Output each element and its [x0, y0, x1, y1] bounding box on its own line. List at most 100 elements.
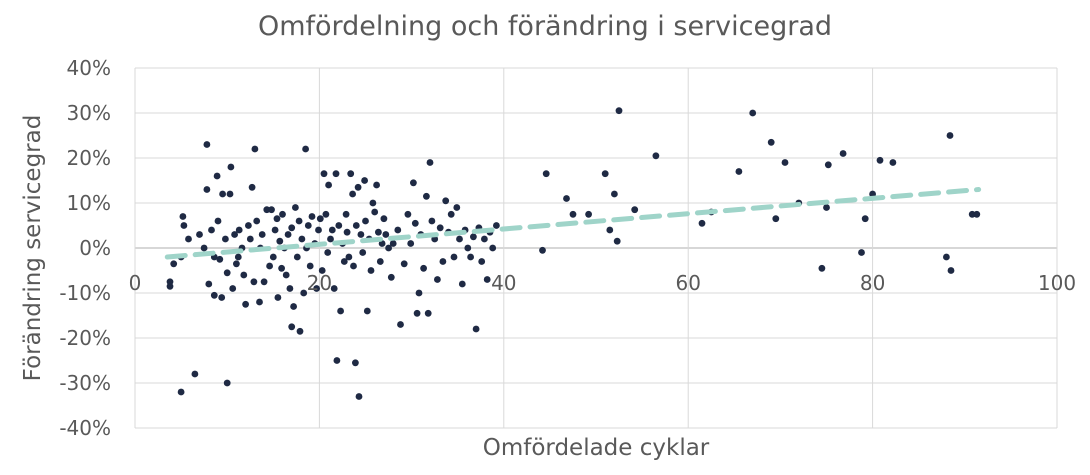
data-point	[772, 215, 780, 223]
data-point	[240, 271, 248, 279]
data-point	[219, 190, 227, 198]
data-point	[423, 192, 430, 200]
data-point	[973, 210, 981, 218]
data-point	[260, 278, 268, 286]
data-point	[205, 280, 213, 288]
data-point	[349, 190, 356, 198]
data-point	[273, 215, 281, 223]
data-point	[385, 244, 392, 252]
data-point	[947, 267, 955, 274]
data-point	[943, 253, 950, 261]
data-point	[858, 249, 865, 256]
data-point	[359, 249, 367, 256]
data-point	[355, 393, 363, 400]
data-point	[233, 260, 240, 268]
data-point	[223, 269, 231, 277]
x-tick-label: 80	[860, 271, 885, 295]
data-point	[286, 285, 294, 292]
data-point	[295, 217, 303, 225]
data-points	[166, 107, 981, 400]
data-point	[340, 258, 348, 265]
data-point	[464, 244, 472, 252]
data-point	[426, 159, 434, 166]
data-point	[439, 258, 447, 265]
data-point	[210, 291, 218, 299]
data-point	[382, 231, 390, 238]
data-point	[361, 177, 368, 184]
data-point	[306, 262, 314, 270]
data-point	[304, 222, 312, 229]
data-point	[278, 264, 285, 272]
data-point	[234, 253, 242, 261]
data-point	[179, 213, 187, 220]
data-point	[749, 109, 757, 117]
y-tick-label: -20%	[59, 326, 111, 350]
data-point	[235, 226, 243, 234]
data-point	[450, 253, 458, 261]
data-point	[420, 264, 427, 272]
data-point	[315, 226, 322, 234]
data-point	[363, 307, 371, 315]
data-point	[218, 294, 226, 301]
data-point	[322, 210, 330, 218]
chart-title: Omfördelning och förändring i servicegra…	[258, 11, 832, 42]
data-point	[569, 210, 577, 218]
data-point	[196, 231, 203, 238]
data-point	[601, 170, 609, 178]
data-point	[889, 159, 897, 166]
data-point	[434, 276, 441, 283]
data-point	[256, 298, 263, 306]
data-point	[332, 170, 340, 178]
data-point	[300, 289, 308, 297]
data-point	[823, 204, 830, 211]
data-point	[279, 210, 286, 218]
data-point	[453, 204, 461, 211]
data-point	[735, 168, 743, 175]
data-point	[611, 190, 618, 198]
data-point	[362, 217, 369, 225]
data-point	[631, 206, 639, 214]
data-point	[467, 253, 474, 261]
data-point	[293, 253, 301, 261]
data-point	[371, 208, 379, 216]
data-point	[302, 145, 309, 153]
trendline	[164, 187, 982, 260]
data-point	[258, 231, 266, 238]
data-point	[394, 226, 402, 234]
data-point	[489, 244, 497, 252]
data-point	[781, 159, 789, 166]
x-axis-ticks: 0 20 40 60 80 100	[129, 271, 1076, 295]
data-point	[335, 222, 343, 229]
data-point	[330, 285, 338, 292]
data-point	[246, 235, 254, 243]
data-point	[266, 262, 273, 270]
data-point	[203, 141, 211, 148]
data-point	[493, 222, 500, 229]
data-point	[946, 132, 954, 139]
data-point	[316, 215, 324, 223]
gridlines	[134, 67, 1058, 429]
data-point	[271, 226, 279, 234]
data-point	[324, 249, 332, 256]
data-point	[861, 215, 869, 223]
data-point	[352, 222, 360, 229]
data-point	[327, 235, 334, 243]
data-point	[276, 237, 284, 245]
y-tick-label: 20%	[67, 146, 111, 170]
data-point	[245, 222, 252, 229]
x-tick-label: 20	[307, 271, 332, 295]
data-point	[483, 276, 491, 283]
data-point	[354, 183, 362, 191]
data-point	[268, 206, 275, 214]
data-point	[481, 235, 488, 243]
data-point	[177, 388, 185, 396]
data-point	[458, 280, 466, 288]
data-point	[350, 262, 357, 270]
data-point	[298, 235, 306, 243]
x-axis-title: Omfördelade cyklar	[483, 435, 710, 461]
data-point	[376, 258, 384, 265]
data-point	[542, 170, 550, 178]
data-point	[615, 107, 623, 115]
y-tick-label: 40%	[67, 56, 111, 80]
